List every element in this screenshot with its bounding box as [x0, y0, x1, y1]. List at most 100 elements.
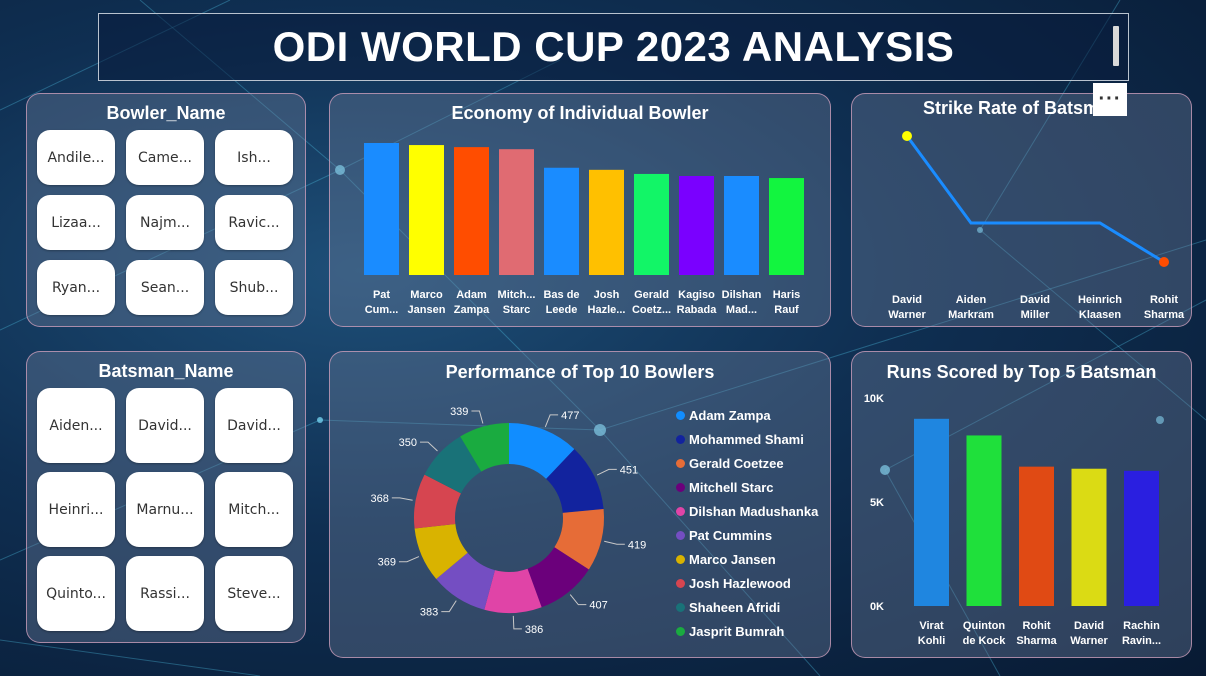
- bowler-slicer-item[interactable]: Najm...: [126, 195, 204, 250]
- strike-rate-line: [905, 135, 1165, 264]
- legend-item[interactable]: Gerald Coetzee: [676, 451, 818, 475]
- donut-leader-line: [398, 556, 420, 563]
- economy-category-label: Haris Rauf: [773, 289, 801, 316]
- title-scrollbar-thumb[interactable]: [1113, 26, 1119, 66]
- economy-bar[interactable]: [589, 169, 624, 275]
- batsman-slicer-item[interactable]: Steve...: [215, 556, 293, 631]
- runs-bar[interactable]: [1071, 468, 1107, 606]
- donut-data-label: 386: [525, 624, 543, 636]
- batsman-slicer-item[interactable]: Aiden...: [37, 388, 115, 463]
- bowler-slicer-panel: Bowler_Name Andile... Came... Ish... Liz…: [26, 93, 306, 327]
- legend-marker: [676, 554, 685, 564]
- economy-bar[interactable]: [679, 176, 714, 275]
- economy-category-label: Adam Zampa: [454, 289, 490, 316]
- legend-marker: [676, 434, 685, 444]
- economy-chart-panel: Economy of Individual Bowler Pat Cum... Ma…: [329, 93, 831, 327]
- top-bowlers-chart-panel: Performance of Top 10 Bowlers 477 451 419 4…: [329, 351, 831, 658]
- batsman-slicer-item[interactable]: Heinri...: [37, 472, 115, 547]
- economy-bar[interactable]: [769, 178, 804, 275]
- donut-data-label: 368: [370, 493, 388, 505]
- strike-rate-marker-first[interactable]: [902, 131, 912, 141]
- strike-rate-category-label: Rohit Sharma: [1144, 294, 1185, 321]
- economy-category-label: Marco Jansen: [408, 289, 446, 316]
- top-batsman-bar-chart: 0K 5K 10K Virat Kohli Quinton de Kock Rohit Shar…: [864, 393, 1161, 647]
- legend-label: Pat Cummins: [689, 527, 773, 543]
- runs-y-tick-label: 0K: [870, 601, 884, 613]
- legend-marker: [676, 482, 685, 492]
- legend-item[interactable]: Mohammed Shami: [676, 427, 818, 451]
- economy-bar[interactable]: [409, 145, 444, 275]
- batsman-slicer-item[interactable]: David...: [215, 388, 293, 463]
- batsman-slicer-item[interactable]: Marnu...: [126, 472, 204, 547]
- bowler-slicer-item[interactable]: Ravic...: [215, 195, 293, 250]
- donut-data-label: 350: [399, 437, 417, 449]
- legend-item[interactable]: Adam Zampa: [676, 403, 818, 427]
- donut-slice[interactable]: [460, 423, 509, 472]
- strike-rate-category-label: Aiden Markram: [948, 294, 994, 321]
- strike-rate-category-label: David Warner: [888, 294, 926, 321]
- batsman-slicer-panel: Batsman_Name Aiden... David... David... …: [26, 351, 306, 643]
- runs-category-label: Rohit Sharma: [1016, 620, 1057, 647]
- bowler-slicer-item[interactable]: Ish...: [215, 130, 293, 185]
- bowler-slicer-item[interactable]: Sean...: [126, 260, 204, 315]
- batsman-slicer-grid: Aiden... David... David... Heinri... Mar…: [37, 388, 293, 631]
- legend-item[interactable]: Pat Cummins: [676, 523, 818, 547]
- top-bowlers-legend: Adam Zampa Mohammed Shami Gerald Coetzee Mi…: [676, 403, 818, 643]
- runs-category-label: Rachin Ravin...: [1122, 620, 1161, 647]
- legend-label: Adam Zampa: [689, 407, 771, 423]
- donut-slice[interactable]: [414, 474, 461, 529]
- runs-bar[interactable]: [1124, 470, 1159, 606]
- donut-leader-line: [569, 594, 587, 606]
- runs-bar[interactable]: [914, 418, 949, 606]
- top-bowlers-donut-chart: 477 451 419 407 386 383 369 368 350 339: [370, 406, 646, 636]
- donut-slice[interactable]: [436, 552, 495, 610]
- legend-item[interactable]: Jasprit Bumrah: [676, 619, 818, 643]
- donut-slice[interactable]: [424, 436, 482, 494]
- top-batsman-chart-panel: Runs Scored by Top 5 Batsman 0K 5K 10K Vira…: [851, 351, 1192, 658]
- donut-slice[interactable]: [527, 547, 589, 608]
- batsman-slicer-item[interactable]: Quinto...: [37, 556, 115, 631]
- strike-rate-marker-last[interactable]: [1159, 257, 1169, 267]
- legend-label: Josh Hazlewood: [689, 575, 791, 591]
- legend-item[interactable]: Marco Jansen: [676, 547, 818, 571]
- donut-slice[interactable]: [414, 523, 468, 580]
- runs-y-tick-label: 10K: [864, 393, 884, 405]
- batsman-slicer-item[interactable]: David...: [126, 388, 204, 463]
- strike-rate-category-label: Heinrich Klaasen: [1078, 294, 1122, 321]
- bowler-slicer-item[interactable]: Came...: [126, 130, 204, 185]
- donut-leader-line: [604, 540, 625, 545]
- economy-bar[interactable]: [364, 143, 399, 275]
- bowler-slicer-item[interactable]: Ryan...: [37, 260, 115, 315]
- economy-bar[interactable]: [499, 149, 534, 275]
- legend-item[interactable]: Mitchell Starc: [676, 475, 818, 499]
- donut-leader-line: [596, 468, 617, 476]
- batsman-slicer-item[interactable]: Mitch...: [215, 472, 293, 547]
- donut-slice[interactable]: [554, 509, 604, 570]
- legend-item[interactable]: Dilshan Madushanka: [676, 499, 818, 523]
- legend-marker: [676, 458, 685, 468]
- donut-slice[interactable]: [484, 568, 542, 613]
- bowler-slicer-item[interactable]: Shub...: [215, 260, 293, 315]
- legend-marker: [676, 578, 685, 588]
- economy-bar[interactable]: [544, 167, 579, 275]
- batsman-slicer-title: Batsman_Name: [98, 361, 234, 381]
- legend-item[interactable]: Shaheen Afridi: [676, 595, 818, 619]
- legend-marker: [676, 602, 685, 612]
- bowler-slicer-title: Bowler_Name: [106, 103, 226, 123]
- economy-bar[interactable]: [634, 173, 669, 275]
- runs-bar[interactable]: [1019, 466, 1054, 606]
- batsman-slicer-item[interactable]: Rassi...: [126, 556, 204, 631]
- legend-item[interactable]: Josh Hazlewood: [676, 571, 818, 595]
- economy-bar[interactable]: [454, 147, 489, 275]
- economy-bar[interactable]: [724, 176, 759, 275]
- economy-category-label: Dilshan Mad...: [722, 289, 762, 316]
- economy-category-label: Bas de Leede: [543, 289, 579, 316]
- bowler-slicer-item[interactable]: Andile...: [37, 130, 115, 185]
- donut-data-label: 339: [450, 406, 468, 418]
- donut-data-label: 419: [628, 539, 646, 551]
- bowler-slicer-item[interactable]: Lizaa...: [37, 195, 115, 250]
- runs-bar[interactable]: [966, 435, 1002, 606]
- more-options-button[interactable]: ···: [1093, 83, 1127, 116]
- donut-slice[interactable]: [509, 423, 575, 479]
- donut-slice[interactable]: [546, 449, 604, 513]
